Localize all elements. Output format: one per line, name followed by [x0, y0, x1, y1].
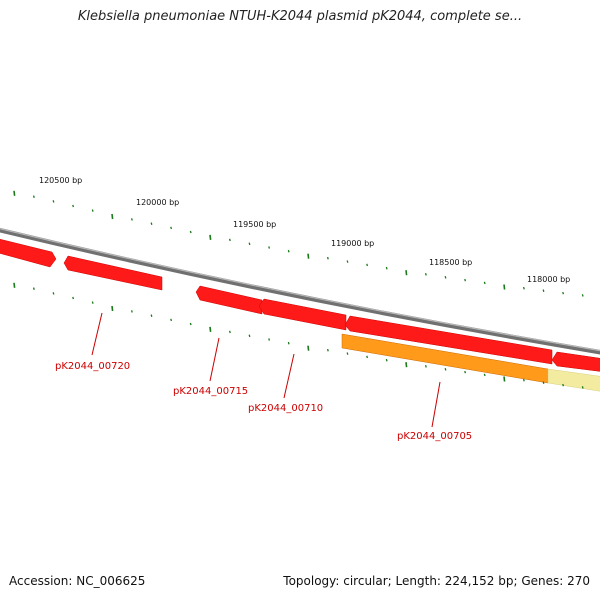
outer-tick-minor — [72, 204, 75, 208]
inner-tick-minor — [542, 381, 545, 384]
gene-arrow-right[interactable] — [551, 351, 600, 372]
outer-tick-minor — [91, 209, 94, 212]
gene-label-pK2044_00720[interactable]: pK2044_00720 — [55, 361, 130, 372]
outer-tick-minor — [483, 281, 486, 285]
gene-arrow-pK2044_00710[interactable] — [258, 298, 347, 331]
gene-arrow-pK2044_00720[interactable] — [63, 255, 163, 291]
tick-label-120500: 120500 bp — [39, 176, 82, 185]
inner-tick-minor — [444, 368, 447, 371]
outer-tick-minor — [581, 294, 584, 297]
outer-tick-major — [111, 213, 114, 220]
gene-leader-lines — [91, 312, 441, 428]
leader-line-pK2044_00720 — [91, 312, 103, 356]
map-title: Klebsiella pneumoniae NTUH-K2044 plasmid… — [77, 9, 523, 24]
accession-text: Accession: NC_006625 — [9, 574, 146, 588]
inner-tick-minor — [189, 322, 192, 326]
outer-tick-minor — [424, 273, 427, 276]
outer-tick-minor — [189, 230, 192, 234]
backbone-line — [0, 227, 600, 355]
gene-track-forward — [0, 238, 600, 372]
inner-tick-minor — [268, 338, 271, 341]
outer-tick-minor — [268, 246, 271, 249]
inner-tick-major — [111, 305, 114, 312]
outer-tick-minor — [150, 222, 153, 225]
tick-label-119500: 119500 bp — [233, 220, 276, 229]
outer-tick-minor — [228, 238, 231, 242]
inner-tick-major — [503, 376, 506, 382]
gene-arrow-pK2044_00715[interactable] — [195, 285, 263, 315]
outer-tick-minor — [326, 256, 329, 260]
inner-tick-minor — [385, 358, 388, 362]
inner-tick-minor — [464, 370, 467, 374]
tick-label-118000: 118000 bp — [527, 275, 570, 284]
outer-tick-minor — [444, 276, 447, 279]
inner-tick-minor — [483, 373, 486, 377]
outer-tick-minor — [385, 266, 388, 270]
outer-tick-minor — [32, 195, 35, 198]
tick-label-120000: 120000 bp — [136, 198, 179, 207]
outer-tick-minor — [542, 289, 545, 292]
outer-tick-minor — [366, 263, 369, 267]
leader-line-pK2044_00710 — [283, 353, 295, 399]
tick-label-119000: 119000 bp — [331, 239, 374, 248]
outer-tick-minor — [464, 278, 467, 282]
inner-tick-minor — [170, 318, 173, 322]
outer-ruler-ticks — [13, 190, 584, 297]
gene-labels: pK2044_00720 pK2044_00715 pK2044_00710 p… — [55, 361, 472, 442]
inner-tick-major — [307, 345, 310, 351]
outer-tick-major — [13, 190, 16, 196]
outer-tick-minor — [130, 218, 133, 221]
inner-tick-minor — [326, 348, 329, 352]
inner-ruler-ticks — [13, 282, 584, 389]
outer-tick-minor — [522, 286, 525, 290]
gene-arrow-left[interactable] — [0, 238, 57, 268]
inner-tick-minor — [366, 355, 369, 359]
inner-tick-minor — [228, 330, 231, 334]
tick-label-118500: 118500 bp — [429, 258, 472, 267]
inner-tick-minor — [130, 310, 133, 313]
feature-pale[interactable] — [547, 368, 600, 392]
outer-tick-major — [307, 253, 310, 259]
inner-tick-minor — [424, 365, 427, 368]
leader-line-pK2044_00705 — [431, 381, 441, 428]
outer-tick-major — [503, 284, 506, 290]
gene-label-pK2044_00710[interactable]: pK2044_00710 — [248, 403, 323, 414]
inner-tick-minor — [52, 292, 55, 295]
backbone-highlight — [0, 228, 600, 352]
inner-tick-minor — [287, 341, 290, 345]
inner-tick-minor — [91, 301, 94, 304]
gene-arrow-pK2044_00705[interactable] — [344, 315, 553, 365]
gene-label-pK2044_00705[interactable]: pK2044_00705 — [397, 431, 472, 442]
summary-text: Topology: circular; Length: 224,152 bp; … — [283, 574, 590, 588]
inner-tick-major — [405, 362, 408, 368]
leader-line-pK2044_00715 — [209, 337, 220, 382]
outer-tick-minor — [562, 291, 565, 295]
outer-ruler-labels: 120500 bp 120000 bp 119500 bp 119000 bp … — [39, 176, 570, 284]
inner-tick-minor — [150, 314, 153, 317]
feature-track — [341, 333, 600, 392]
outer-tick-minor — [346, 260, 349, 263]
inner-tick-minor — [562, 383, 565, 387]
outer-tick-minor — [52, 200, 55, 203]
gene-label-pK2044_00715[interactable]: pK2044_00715 — [173, 386, 248, 397]
inner-tick-minor — [72, 296, 75, 300]
inner-tick-minor — [32, 287, 35, 290]
inner-tick-minor — [248, 334, 251, 338]
inner-tick-minor — [346, 352, 349, 355]
outer-tick-minor — [170, 226, 173, 230]
inner-tick-minor — [581, 386, 584, 389]
inner-tick-major — [209, 326, 212, 332]
inner-tick-minor — [522, 378, 525, 382]
outer-tick-minor — [287, 249, 290, 253]
outer-tick-major — [209, 234, 212, 240]
inner-tick-major — [13, 282, 16, 288]
outer-tick-major — [405, 270, 408, 276]
outer-tick-minor — [248, 242, 251, 246]
